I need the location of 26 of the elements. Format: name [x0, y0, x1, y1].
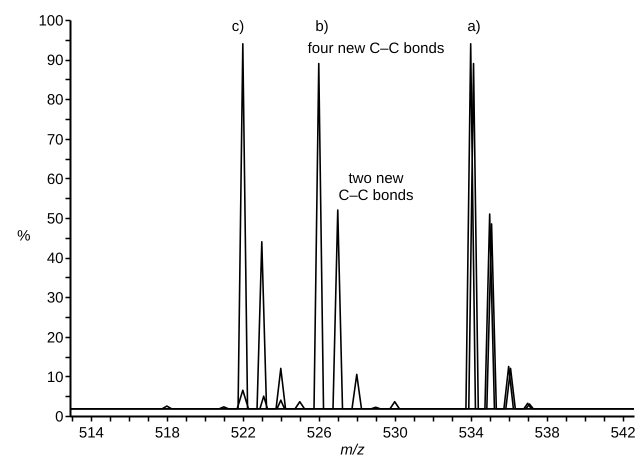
x-tick-label: 530	[382, 424, 408, 442]
annotation: c)	[232, 18, 244, 35]
annotation: four new C–C bonds	[308, 40, 444, 57]
annotation: a)	[467, 18, 481, 35]
y-tick-label: 10	[46, 368, 64, 386]
y-tick-label: 40	[46, 250, 64, 268]
x-tick-label: 534	[458, 424, 484, 442]
x-axis-title: m/z	[340, 442, 366, 458]
x-tick-label: 542	[610, 424, 636, 442]
y-tick-label: 70	[46, 131, 64, 148]
y-axis-title: %	[17, 228, 30, 244]
y-tick-label: 0	[55, 408, 64, 426]
x-tick-label: 518	[154, 424, 180, 442]
x-tick-label: 538	[534, 424, 560, 442]
x-tick-label: 522	[230, 424, 256, 442]
x-tick-label: 514	[78, 424, 104, 442]
y-tick-label: 60	[46, 170, 64, 188]
y-tick-label: 30	[46, 290, 64, 307]
y-tick-label: 20	[46, 329, 64, 346]
annotation: b)	[315, 18, 329, 35]
y-tick-label: 50	[46, 210, 64, 228]
annotation: two new C–C bonds	[338, 170, 414, 204]
x-tick-label: 526	[306, 424, 332, 442]
y-tick-label: 80	[46, 92, 64, 109]
y-tick-label: 90	[46, 52, 64, 70]
y-tick-label: 100	[38, 12, 64, 30]
